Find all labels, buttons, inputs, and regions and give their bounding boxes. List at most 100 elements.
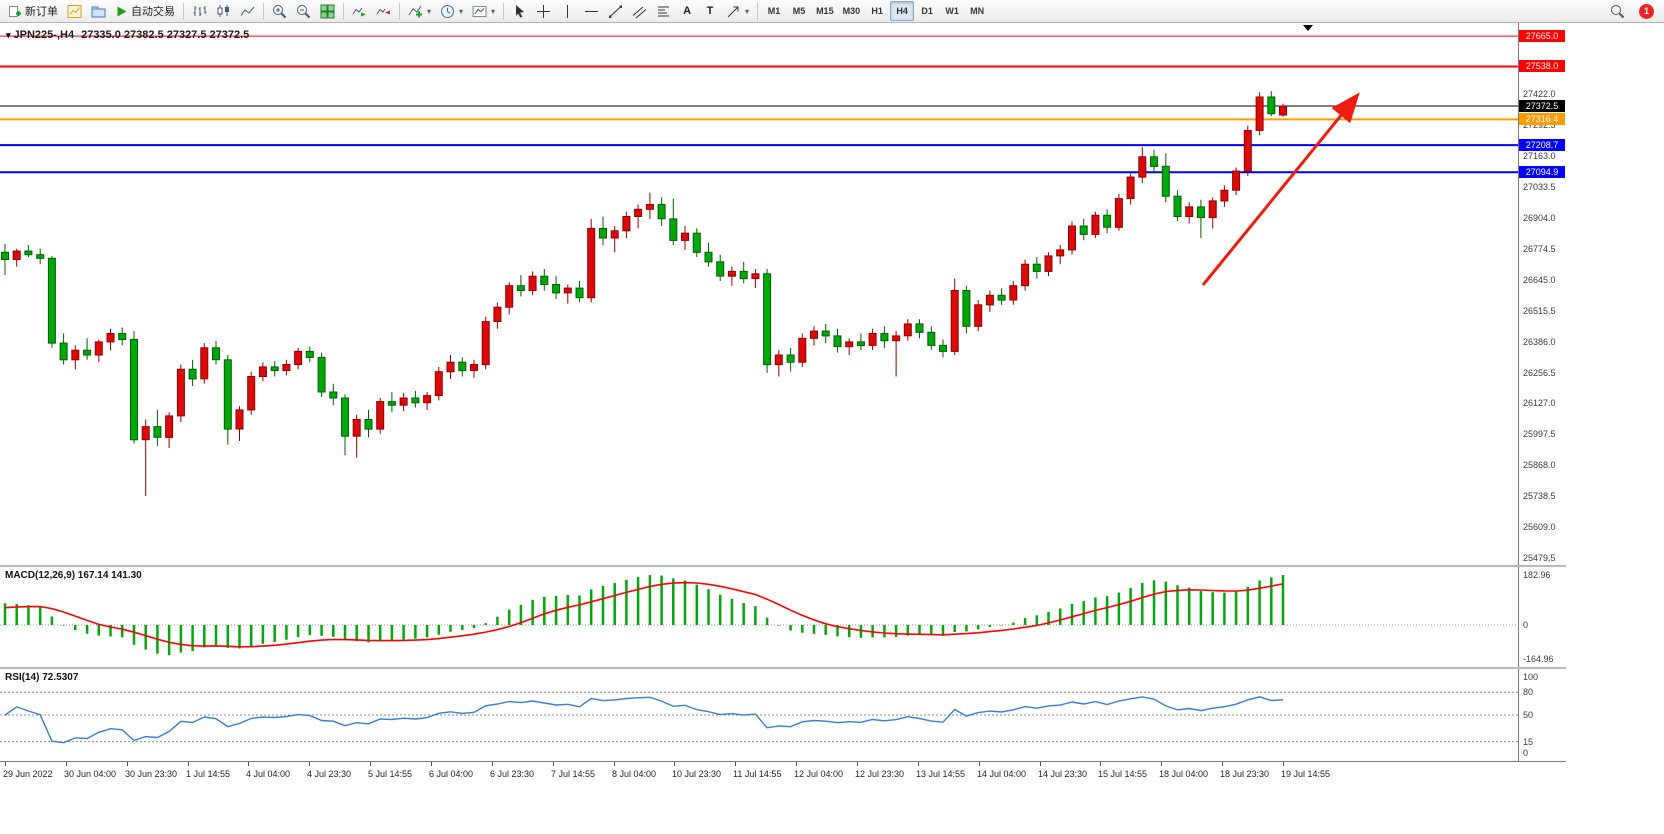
timeframe-h4-button[interactable]: H4	[890, 1, 915, 21]
chart-context-icon[interactable]: ▾	[6, 30, 11, 40]
timeframe-w1-button[interactable]: W1	[940, 1, 964, 21]
macd-scale-label: 0	[1523, 620, 1529, 630]
bar-chart-button[interactable]	[188, 1, 211, 21]
time-tick	[1222, 762, 1223, 766]
macd-panel: MACD(12,26,9) 167.14 141.30 182.96 0 -164.…	[0, 567, 1566, 667]
templates-button[interactable]: ▾	[468, 1, 499, 21]
toolbar-separator	[757, 2, 759, 20]
price-scale-label: 27422.0	[1523, 89, 1556, 99]
new-order-button[interactable]: 新订单	[4, 1, 62, 21]
bottom-empty-area	[0, 809, 1566, 834]
chart-shift-marker[interactable]	[1303, 25, 1313, 31]
time-tick	[614, 762, 615, 766]
timeframe-m30-button[interactable]: M30	[839, 1, 865, 21]
rsi-label: RSI(14) 72.5307	[5, 672, 79, 683]
arrows-tool-button[interactable]: ▾	[722, 1, 753, 21]
rsi-level-lines	[0, 691, 1518, 743]
price-scale-label: 25868.0	[1523, 460, 1556, 470]
rsi-canvas[interactable]	[0, 669, 1518, 761]
time-label: 30 Jun 04:00	[64, 769, 117, 779]
macd-histogram	[3, 575, 1285, 655]
trend-arrow-annotation[interactable]	[1201, 92, 1360, 286]
profiles-button[interactable]	[87, 1, 110, 21]
crosshair-icon	[537, 4, 551, 18]
macd-axis[interactable]: 182.96 0 -164.96	[1518, 567, 1566, 667]
indicators-button[interactable]: ▾	[404, 1, 435, 21]
time-label: 10 Jul 23:30	[672, 769, 722, 779]
time-label: 11 Jul 14:55	[733, 769, 782, 779]
time-tick	[1100, 762, 1101, 766]
horizontal-line-objects[interactable]	[0, 35, 1518, 174]
zoom-out-button[interactable]	[292, 1, 315, 21]
zoom-in-button[interactable]	[268, 1, 291, 21]
time-tick	[1040, 762, 1041, 766]
search-button[interactable]	[1606, 1, 1629, 21]
fibonacci-tool-button[interactable]	[652, 1, 675, 21]
auto-scroll-button[interactable]	[348, 1, 371, 21]
time-label: 19 Jul 14:55	[1281, 769, 1331, 779]
chart-symbol-period: JPN225-,H4	[13, 29, 75, 41]
panel-splitter-rsi[interactable]	[0, 667, 1566, 669]
price-line-badge: 27316.4	[1519, 113, 1565, 125]
new-chart-button[interactable]	[63, 1, 86, 21]
timeframe-m15-button[interactable]: M15	[812, 1, 838, 21]
label-tool-button[interactable]: T	[699, 1, 721, 21]
tile-windows-icon	[320, 4, 335, 18]
line-chart-button[interactable]	[236, 1, 259, 21]
rsi-panel: RSI(14) 72.5307 100 80 50 15 0	[0, 669, 1566, 761]
chart-shift-button[interactable]	[372, 1, 395, 21]
crosshair-tool-button[interactable]	[532, 1, 555, 21]
rsi-scale-label: 100	[1523, 672, 1539, 682]
search-icon	[1611, 4, 1625, 18]
auto-trading-label: 自动交易	[131, 6, 175, 18]
chart-window: ▾ JPN225-,H4 27335.0 27382.5 27327.5 27372…	[0, 23, 1566, 786]
time-tick	[248, 762, 249, 766]
candles[interactable]	[1, 91, 1287, 496]
price-scale-label: 27292.5	[1523, 120, 1556, 130]
rsi-scale-label: 0	[1523, 748, 1529, 758]
rsi-scale-label: 80	[1523, 687, 1534, 697]
auto-trading-button[interactable]: 自动交易	[111, 1, 179, 21]
toolbar-separator	[503, 2, 505, 20]
price-line-badge: 27538.0	[1519, 60, 1565, 72]
rsi-line	[4, 696, 1284, 744]
timeframe-h1-button[interactable]: H1	[865, 1, 889, 21]
auto-scroll-icon	[352, 7, 366, 16]
main-chart-canvas[interactable]	[0, 23, 1518, 565]
toolbar-separator	[263, 2, 264, 20]
indicators-icon	[408, 5, 422, 17]
timeframe-mn-button[interactable]: MN	[965, 1, 989, 21]
time-axis[interactable]: 29 Jun 2022 30 Jun 04:00 30 Jun 23:30 1 Jul…	[0, 761, 1566, 786]
panel-splitter-macd[interactable]	[0, 565, 1566, 567]
cursor-tool-button[interactable]	[508, 1, 531, 21]
tile-windows-button[interactable]	[316, 1, 339, 21]
notification-badge[interactable]: 1	[1639, 3, 1654, 19]
periods-button[interactable]: ▾	[436, 1, 467, 21]
channel-tool-button[interactable]	[628, 1, 651, 21]
rsi-axis[interactable]: 100 80 50 15 0	[1518, 669, 1566, 761]
time-label: 13 Jul 14:55	[916, 769, 966, 779]
price-scale-label: 26645.0	[1523, 275, 1556, 285]
timeframe-m5-button[interactable]: M5	[787, 1, 811, 21]
timeframe-d1-button[interactable]: D1	[915, 1, 939, 21]
time-label: 1 Jul 14:55	[186, 769, 231, 779]
candlestick-chart-button[interactable]	[212, 1, 235, 21]
time-label: 7 Jul 14:55	[551, 769, 596, 779]
time-tick	[979, 762, 980, 766]
time-label: 29 Jun 2022	[3, 769, 53, 779]
price-scale-label: 26256.5	[1523, 368, 1556, 378]
vertical-line-tool-button[interactable]	[556, 1, 579, 21]
price-line-badge: 27208.7	[1519, 139, 1565, 151]
macd-signal-line	[4, 581, 1284, 648]
horizontal-line-tool-button[interactable]	[580, 1, 603, 21]
trendline-tool-button[interactable]	[604, 1, 627, 21]
new-order-icon	[8, 4, 22, 18]
price-axis[interactable]: 27422.0 27292.5 27163.0 27033.5 26904.0 26774…	[1518, 23, 1566, 565]
macd-canvas[interactable]	[0, 567, 1518, 667]
time-tick	[492, 762, 493, 766]
timeframe-m1-button[interactable]: M1	[762, 1, 786, 21]
candlestick-chart-icon	[217, 4, 229, 17]
price-scale-label: 26127.0	[1523, 398, 1556, 408]
templates-icon	[472, 5, 487, 17]
text-tool-button[interactable]: A	[676, 1, 698, 21]
